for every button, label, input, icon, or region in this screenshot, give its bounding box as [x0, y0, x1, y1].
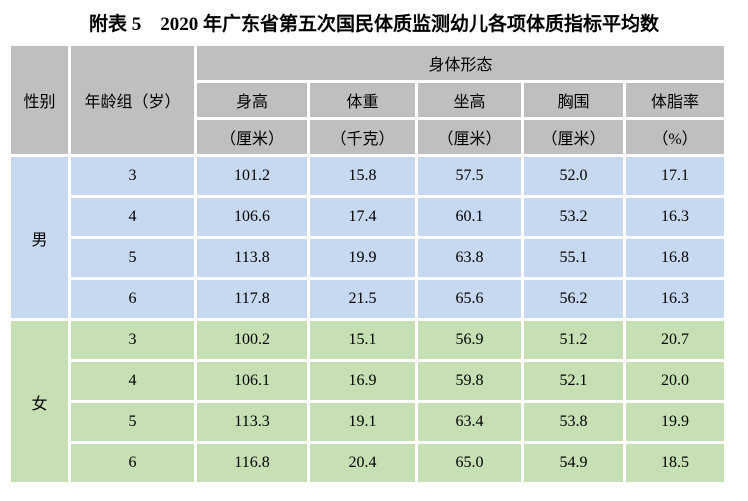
header-cell-gender: 性别: [11, 46, 68, 154]
value-cell-weight: 19.1: [310, 403, 415, 441]
value-cell-chest: 53.2: [524, 198, 623, 236]
col-header-body-fat: 体脂率: [626, 83, 724, 117]
age-cell: 5: [71, 403, 194, 441]
value-cell-sitting-height: 63.4: [418, 403, 521, 441]
value-cell-sitting-height: 60.1: [418, 198, 521, 236]
value-cell-chest: 54.9: [524, 444, 623, 482]
value-cell-body-fat: 16.3: [626, 198, 724, 236]
age-cell: 5: [71, 239, 194, 277]
unit-weight: （千克）: [310, 120, 415, 154]
col-header-height: 身高: [197, 83, 307, 117]
value-cell-body-fat: 16.8: [626, 239, 724, 277]
col-header-weight: 体重: [310, 83, 415, 117]
value-cell-chest: 56.2: [524, 280, 623, 318]
value-cell-body-fat: 20.7: [626, 321, 724, 359]
value-cell-chest: 55.1: [524, 239, 623, 277]
value-cell-sitting-height: 65.0: [418, 444, 521, 482]
gender-cell-female: 女: [11, 321, 68, 482]
value-cell-sitting-height: 56.9: [418, 321, 521, 359]
value-cell-weight: 20.4: [310, 444, 415, 482]
value-cell-height: 100.2: [197, 321, 307, 359]
header-cell-body-shape-group: 身体形态: [197, 46, 724, 80]
value-cell-chest: 53.8: [524, 403, 623, 441]
value-cell-weight: 21.5: [310, 280, 415, 318]
table-title: 附表 5 2020 年广东省第五次国民体质监测幼儿各项体质指标平均数: [88, 14, 659, 35]
value-cell-chest: 52.0: [524, 157, 623, 195]
value-cell-height: 101.2: [197, 157, 307, 195]
value-cell-body-fat: 18.5: [626, 444, 724, 482]
age-cell: 3: [71, 321, 194, 359]
value-cell-sitting-height: 65.6: [418, 280, 521, 318]
unit-body-fat: （%）: [626, 120, 724, 154]
value-cell-sitting-height: 63.8: [418, 239, 521, 277]
value-cell-body-fat: 17.1: [626, 157, 724, 195]
value-cell-weight: 15.1: [310, 321, 415, 359]
value-cell-body-fat: 16.3: [626, 280, 724, 318]
gender-cell-male: 男: [11, 157, 68, 318]
physique-indicators-table: 性别 年龄组（岁） 身体形态 身高 体重 坐高 胸围 体脂率 （厘米） （千克）…: [8, 43, 727, 485]
value-cell-sitting-height: 57.5: [418, 157, 521, 195]
value-cell-height: 106.6: [197, 198, 307, 236]
unit-sitting-height: （厘米）: [418, 120, 521, 154]
col-header-chest: 胸围: [524, 83, 623, 117]
unit-chest: （厘米）: [524, 120, 623, 154]
value-cell-sitting-height: 59.8: [418, 362, 521, 400]
value-cell-height: 116.8: [197, 444, 307, 482]
unit-height: （厘米）: [197, 120, 307, 154]
value-cell-chest: 52.1: [524, 362, 623, 400]
value-cell-body-fat: 20.0: [626, 362, 724, 400]
value-cell-height: 113.3: [197, 403, 307, 441]
age-cell: 3: [71, 157, 194, 195]
header-cell-age-group: 年龄组（岁）: [71, 46, 194, 154]
value-cell-chest: 51.2: [524, 321, 623, 359]
col-header-sitting-height: 坐高: [418, 83, 521, 117]
value-cell-body-fat: 19.9: [626, 403, 724, 441]
age-cell: 4: [71, 362, 194, 400]
value-cell-weight: 19.9: [310, 239, 415, 277]
value-cell-weight: 17.4: [310, 198, 415, 236]
age-cell: 6: [71, 280, 194, 318]
value-cell-weight: 16.9: [310, 362, 415, 400]
value-cell-height: 113.8: [197, 239, 307, 277]
age-cell: 4: [71, 198, 194, 236]
value-cell-weight: 15.8: [310, 157, 415, 195]
value-cell-height: 106.1: [197, 362, 307, 400]
value-cell-height: 117.8: [197, 280, 307, 318]
age-cell: 6: [71, 444, 194, 482]
